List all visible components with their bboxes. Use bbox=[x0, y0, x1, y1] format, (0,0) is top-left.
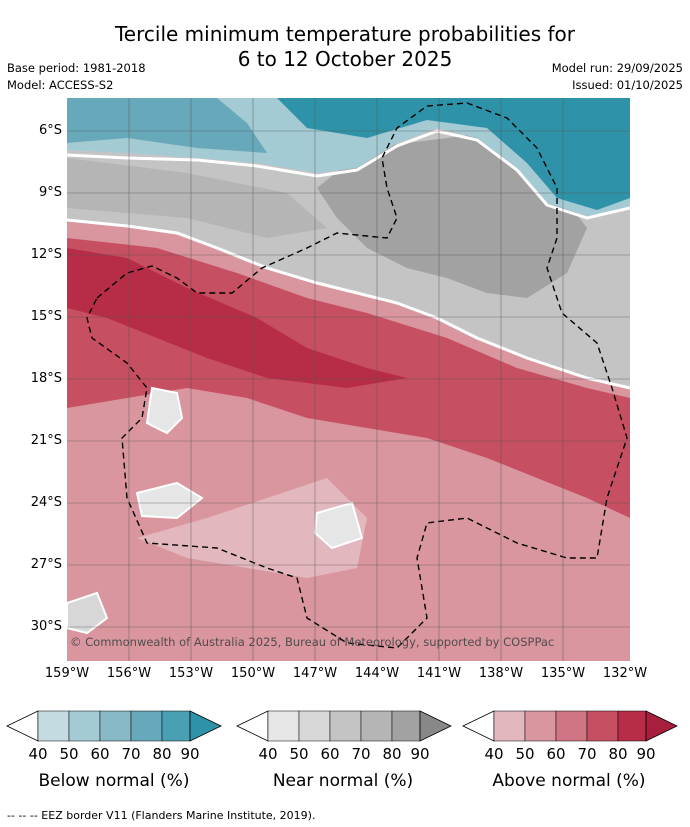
legend-below-title: Below normal (%) bbox=[38, 771, 190, 791]
lon-label-141w: 141°W bbox=[416, 666, 462, 681]
tercile-boundary-2 bbox=[67, 129, 630, 220]
title-line-2: 6 to 12 October 2025 bbox=[237, 47, 453, 71]
legend-below-tick-80: 80 bbox=[152, 745, 172, 763]
region-below-normal-dark bbox=[277, 98, 630, 210]
legend-bar-below bbox=[6, 710, 222, 742]
lat-label-6s: 6°S bbox=[38, 123, 62, 138]
lon-label-132w: 132°W bbox=[602, 666, 648, 681]
lon-label-150w: 150°W bbox=[230, 666, 276, 681]
legend-near-tick-70: 70 bbox=[351, 745, 371, 763]
issued-date: Issued: 01/10/2025 bbox=[572, 78, 683, 92]
region-near-normal-dark-2 bbox=[67, 158, 327, 238]
legend-above-tick-60: 60 bbox=[546, 745, 566, 763]
region-below-normal-mid bbox=[67, 98, 267, 153]
region-above-normal-dark bbox=[67, 248, 407, 388]
map-title: Tercile minimum temperature probabilitie… bbox=[0, 22, 690, 72]
lon-label-144w: 144°W bbox=[354, 666, 400, 681]
legend-below-tick-50: 50 bbox=[59, 745, 79, 763]
legend-below-tick-70: 70 bbox=[121, 745, 141, 763]
title-line-1: Tercile minimum temperature probabilitie… bbox=[114, 22, 576, 46]
eez-footnote: -- -- -- EEZ border V11 (Flanders Marine… bbox=[7, 809, 316, 822]
legend-bar-above bbox=[462, 710, 678, 742]
patch-near-4 bbox=[67, 591, 109, 635]
base-period: Base period: 1981-2018 bbox=[7, 61, 146, 75]
lat-label-21s: 21°S bbox=[30, 433, 62, 448]
legend-near-tick-40: 40 bbox=[258, 745, 278, 763]
legend-below-tick-60: 60 bbox=[90, 745, 110, 763]
lat-label-30s: 30°S bbox=[30, 619, 62, 634]
lon-label-147w: 147°W bbox=[292, 666, 338, 681]
legend-above-tick-50: 50 bbox=[515, 745, 535, 763]
lat-label-18s: 18°S bbox=[30, 371, 62, 386]
lon-label-138w: 138°W bbox=[478, 666, 524, 681]
legend-above-tick-40: 40 bbox=[484, 745, 504, 763]
legend-near-title: Near normal (%) bbox=[272, 771, 414, 791]
model-run: Model run: 29/09/2025 bbox=[551, 61, 683, 75]
patch-near-1 bbox=[145, 386, 184, 435]
legend-near-tick-90: 90 bbox=[410, 745, 430, 763]
legend-near-tick-80: 80 bbox=[382, 745, 402, 763]
lat-label-9s: 9°S bbox=[38, 185, 62, 200]
lat-label-12s: 12°S bbox=[30, 247, 62, 262]
probability-map bbox=[67, 98, 630, 661]
lon-label-135w: 135°W bbox=[540, 666, 586, 681]
lat-label-27s: 27°S bbox=[30, 557, 62, 572]
legend-near-tick-50: 50 bbox=[289, 745, 309, 763]
lat-label-24s: 24°S bbox=[30, 495, 62, 510]
legend-above-tick-80: 80 bbox=[608, 745, 628, 763]
lat-label-15s: 15°S bbox=[30, 309, 62, 324]
legend-below-tick-40: 40 bbox=[28, 745, 48, 763]
tercile-boundary bbox=[67, 218, 630, 390]
meta-right: Model run: 29/09/2025 Issued: 01/10/2025 bbox=[552, 60, 683, 94]
copyright-notice: © Commonwealth of Australia 2025, Bureau… bbox=[70, 635, 555, 649]
model-name: Model: ACCESS-S2 bbox=[7, 78, 114, 92]
meta-left: Base period: 1981-2018 Model: ACCESS-S2 bbox=[7, 60, 146, 94]
lon-label-159w: 159°W bbox=[44, 666, 90, 681]
legend-above-tick-90: 90 bbox=[636, 745, 656, 763]
gridlines bbox=[67, 98, 630, 661]
legend-bar-near bbox=[236, 710, 452, 742]
legend-below-tick-90: 90 bbox=[180, 745, 200, 763]
legend-above-tick-70: 70 bbox=[577, 745, 597, 763]
lon-label-156w: 156°W bbox=[106, 666, 152, 681]
legend-near-tick-60: 60 bbox=[320, 745, 340, 763]
legend-above-title: Above normal (%) bbox=[492, 771, 646, 791]
lon-label-153w: 153°W bbox=[168, 666, 214, 681]
patch-near-3 bbox=[313, 501, 364, 550]
patch-near-2 bbox=[135, 481, 204, 520]
